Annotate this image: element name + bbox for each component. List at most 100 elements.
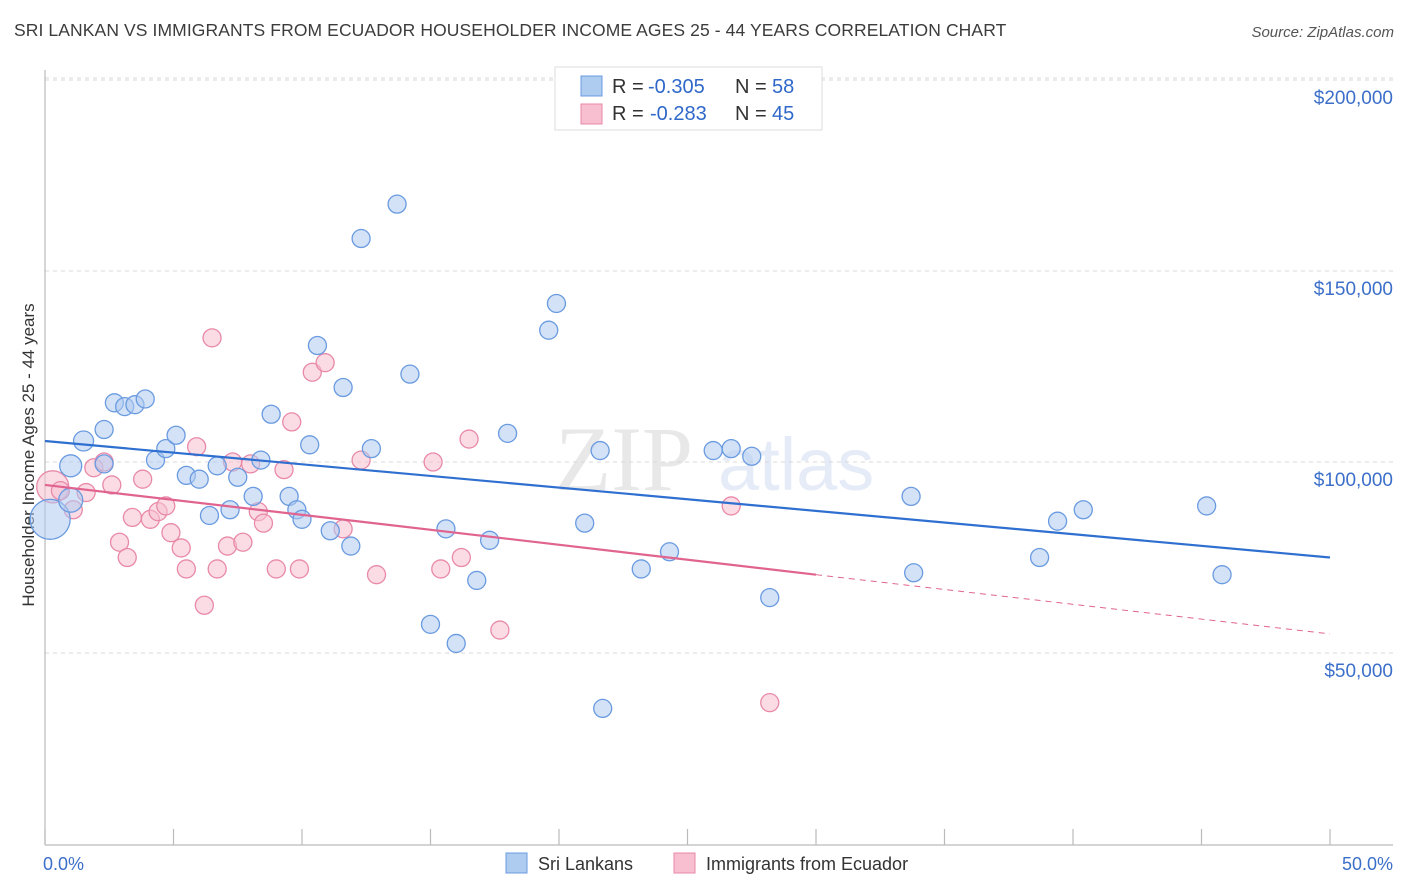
data-point (590, 440, 610, 461)
x-tick-label-min: 0.0% (43, 854, 84, 874)
data-point (282, 412, 302, 432)
watermark-atlas: atlas (718, 423, 874, 506)
data-point (631, 559, 651, 579)
bottom-legend-label-sri-lankans: Sri Lankans (538, 854, 633, 874)
legend-swatch-pink (580, 103, 603, 125)
data-point (1212, 565, 1232, 585)
data-point (901, 486, 921, 507)
data-point (29, 498, 71, 540)
data-point (904, 563, 924, 583)
data-point (202, 328, 222, 348)
data-point (194, 595, 214, 615)
data-point (423, 452, 443, 472)
data-point (176, 559, 197, 579)
data-point (451, 547, 471, 568)
data-point (292, 509, 312, 529)
data-point (156, 496, 176, 516)
data-point (1047, 511, 1068, 531)
data-point (721, 438, 741, 459)
data-point (742, 446, 762, 466)
legend-r-label-blue: R = (612, 76, 644, 98)
trend-lines (44, 439, 1331, 635)
data-point (436, 519, 456, 539)
y-tick-label: $200,000 (1314, 88, 1393, 109)
data-point (400, 364, 420, 384)
data-point (233, 532, 253, 552)
series-immigrants-from-ecuador (36, 328, 780, 713)
data-point (703, 440, 723, 461)
data-point (228, 467, 248, 487)
data-point (479, 530, 500, 550)
data-point (261, 404, 281, 424)
data-point (94, 454, 114, 474)
legend-n-label-pink: N = (735, 103, 767, 125)
legend-swatch-blue (580, 75, 603, 97)
data-point (266, 559, 286, 579)
data-point (302, 362, 322, 382)
bottom-legend-swatch-blue (505, 852, 528, 874)
data-point (171, 538, 191, 558)
data-point (109, 532, 130, 552)
data-point (546, 293, 567, 314)
stats-legend: R = -0.305 N = 58 R = -0.283 N = 45 (554, 66, 823, 131)
data-point (575, 513, 595, 533)
bottom-legend-label-ecuador: Immigrants from Ecuador (706, 854, 908, 874)
bottom-legend-swatch-pink (673, 852, 696, 874)
data-point (459, 429, 479, 449)
series-legend: Sri Lankans Immigrants from Ecuador (505, 852, 908, 874)
data-point (135, 389, 155, 409)
legend-n-value-blue: 58 (772, 76, 794, 98)
data-point (431, 559, 451, 579)
data-point (315, 353, 335, 373)
legend-n-value-pink: 45 (772, 103, 794, 125)
data-point (133, 469, 153, 489)
data-point (320, 521, 340, 541)
data-point (539, 320, 559, 340)
data-point (189, 469, 209, 489)
data-point (497, 423, 518, 444)
watermark-zip: ZIP (555, 408, 693, 510)
data-point (253, 513, 274, 533)
data-point (289, 559, 310, 579)
data-point (220, 500, 240, 520)
legend-r-value-blue: -0.305 (648, 76, 705, 98)
grid-lines (45, 77, 1393, 654)
data-point (760, 587, 780, 608)
data-point (490, 620, 510, 640)
data-point (117, 547, 137, 568)
data-point (243, 486, 263, 507)
data-point (1196, 496, 1217, 516)
data-point (199, 505, 220, 526)
data-point (721, 496, 741, 516)
data-point (1029, 547, 1050, 568)
trend-line-ecuador-extension (815, 574, 1331, 635)
data-point (1073, 500, 1093, 520)
data-point (274, 459, 294, 480)
data-point (94, 419, 114, 440)
y-tick-label: $50,000 (1324, 661, 1393, 682)
data-point (361, 438, 382, 459)
data-point (122, 507, 143, 528)
data-point (300, 435, 320, 455)
data-point (387, 194, 407, 214)
data-point (166, 425, 186, 445)
data-point (102, 475, 122, 495)
legend-n-label-blue: N = (735, 76, 767, 98)
data-point (161, 523, 181, 543)
trend-line-ecuador (44, 483, 817, 576)
data-point (467, 570, 487, 591)
data-point (366, 565, 387, 585)
x-axis-ticks (44, 829, 1331, 845)
x-tick-label-max: 50.0% (1342, 854, 1393, 874)
data-point (333, 377, 353, 398)
data-point (72, 430, 95, 452)
data-point (446, 633, 466, 654)
legend-r-value-pink: -0.283 (650, 103, 707, 125)
trend-line-sri-lankans (44, 439, 1331, 559)
y-tick-label: $150,000 (1314, 279, 1393, 300)
chart-title: SRI LANKAN VS IMMIGRANTS FROM ECUADOR HO… (14, 20, 1007, 40)
data-point (186, 437, 207, 457)
data-point (207, 456, 227, 476)
legend-r-label-pink: R = (612, 103, 644, 125)
